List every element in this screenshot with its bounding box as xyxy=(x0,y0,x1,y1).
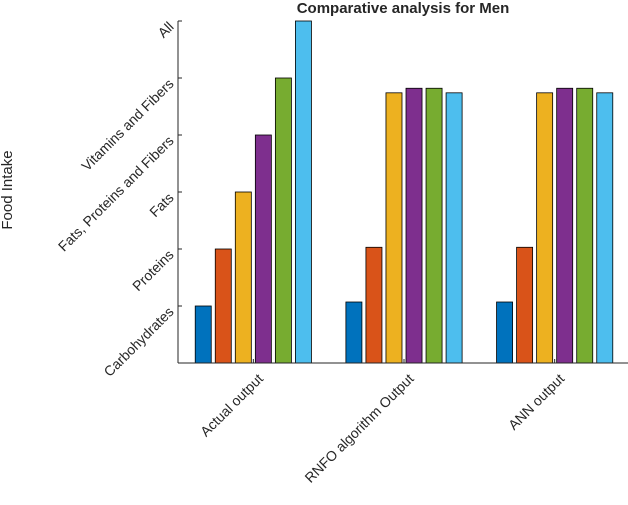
bar xyxy=(576,87,594,364)
bar xyxy=(425,87,443,364)
y-tick-label: All xyxy=(154,18,176,40)
bar xyxy=(295,20,312,364)
chart-title: Comparative analysis for Men xyxy=(297,0,510,17)
y-tick-label: Fats xyxy=(146,189,177,220)
y-tick-label: Carbohydrates xyxy=(100,303,176,379)
bar xyxy=(516,246,534,364)
y-tick-label: Vitamins and Fibers xyxy=(78,75,177,174)
x-tick-label: ANN output xyxy=(505,370,568,433)
bar xyxy=(214,248,232,364)
bar xyxy=(385,92,403,364)
y-axis-label: Food Intake xyxy=(0,150,16,229)
bar xyxy=(496,301,513,364)
bar xyxy=(405,87,423,364)
bar xyxy=(254,134,272,364)
x-tick-label: Actual output xyxy=(197,370,266,439)
y-tick-label: Proteins xyxy=(129,246,177,294)
bar xyxy=(194,305,212,364)
y-tick-label: Fats, Proteins and Fibers xyxy=(55,132,177,254)
bar xyxy=(234,191,252,364)
bar xyxy=(445,92,463,364)
bar xyxy=(556,87,574,364)
bar xyxy=(596,92,614,364)
bar xyxy=(536,92,554,364)
bar xyxy=(345,301,363,364)
bar xyxy=(274,77,292,364)
x-tick-label: RNFO algorithm Output xyxy=(301,370,416,485)
bar xyxy=(365,246,383,364)
